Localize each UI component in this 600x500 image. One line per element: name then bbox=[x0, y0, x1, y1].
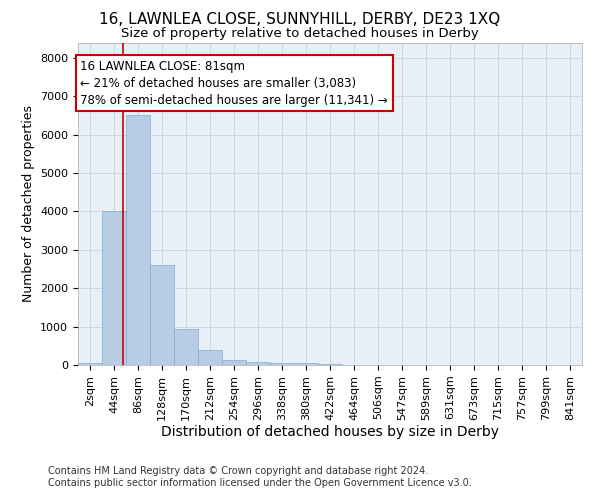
Bar bbox=[270, 363, 294, 365]
Bar bbox=[318, 364, 342, 365]
Bar bbox=[102, 212, 126, 365]
Bar bbox=[126, 116, 150, 365]
X-axis label: Distribution of detached houses by size in Derby: Distribution of detached houses by size … bbox=[161, 426, 499, 440]
Y-axis label: Number of detached properties: Number of detached properties bbox=[22, 106, 35, 302]
Text: 16, LAWNLEA CLOSE, SUNNYHILL, DERBY, DE23 1XQ: 16, LAWNLEA CLOSE, SUNNYHILL, DERBY, DE2… bbox=[100, 12, 500, 28]
Bar bbox=[78, 363, 102, 365]
Bar bbox=[222, 360, 246, 365]
Bar bbox=[198, 350, 222, 365]
Text: Contains HM Land Registry data © Crown copyright and database right 2024.
Contai: Contains HM Land Registry data © Crown c… bbox=[48, 466, 472, 487]
Bar bbox=[174, 328, 198, 365]
Text: 16 LAWNLEA CLOSE: 81sqm
← 21% of detached houses are smaller (3,083)
78% of semi: 16 LAWNLEA CLOSE: 81sqm ← 21% of detache… bbox=[80, 60, 388, 107]
Text: Size of property relative to detached houses in Derby: Size of property relative to detached ho… bbox=[121, 28, 479, 40]
Bar bbox=[294, 362, 318, 365]
Bar bbox=[150, 265, 174, 365]
Bar bbox=[246, 362, 270, 365]
